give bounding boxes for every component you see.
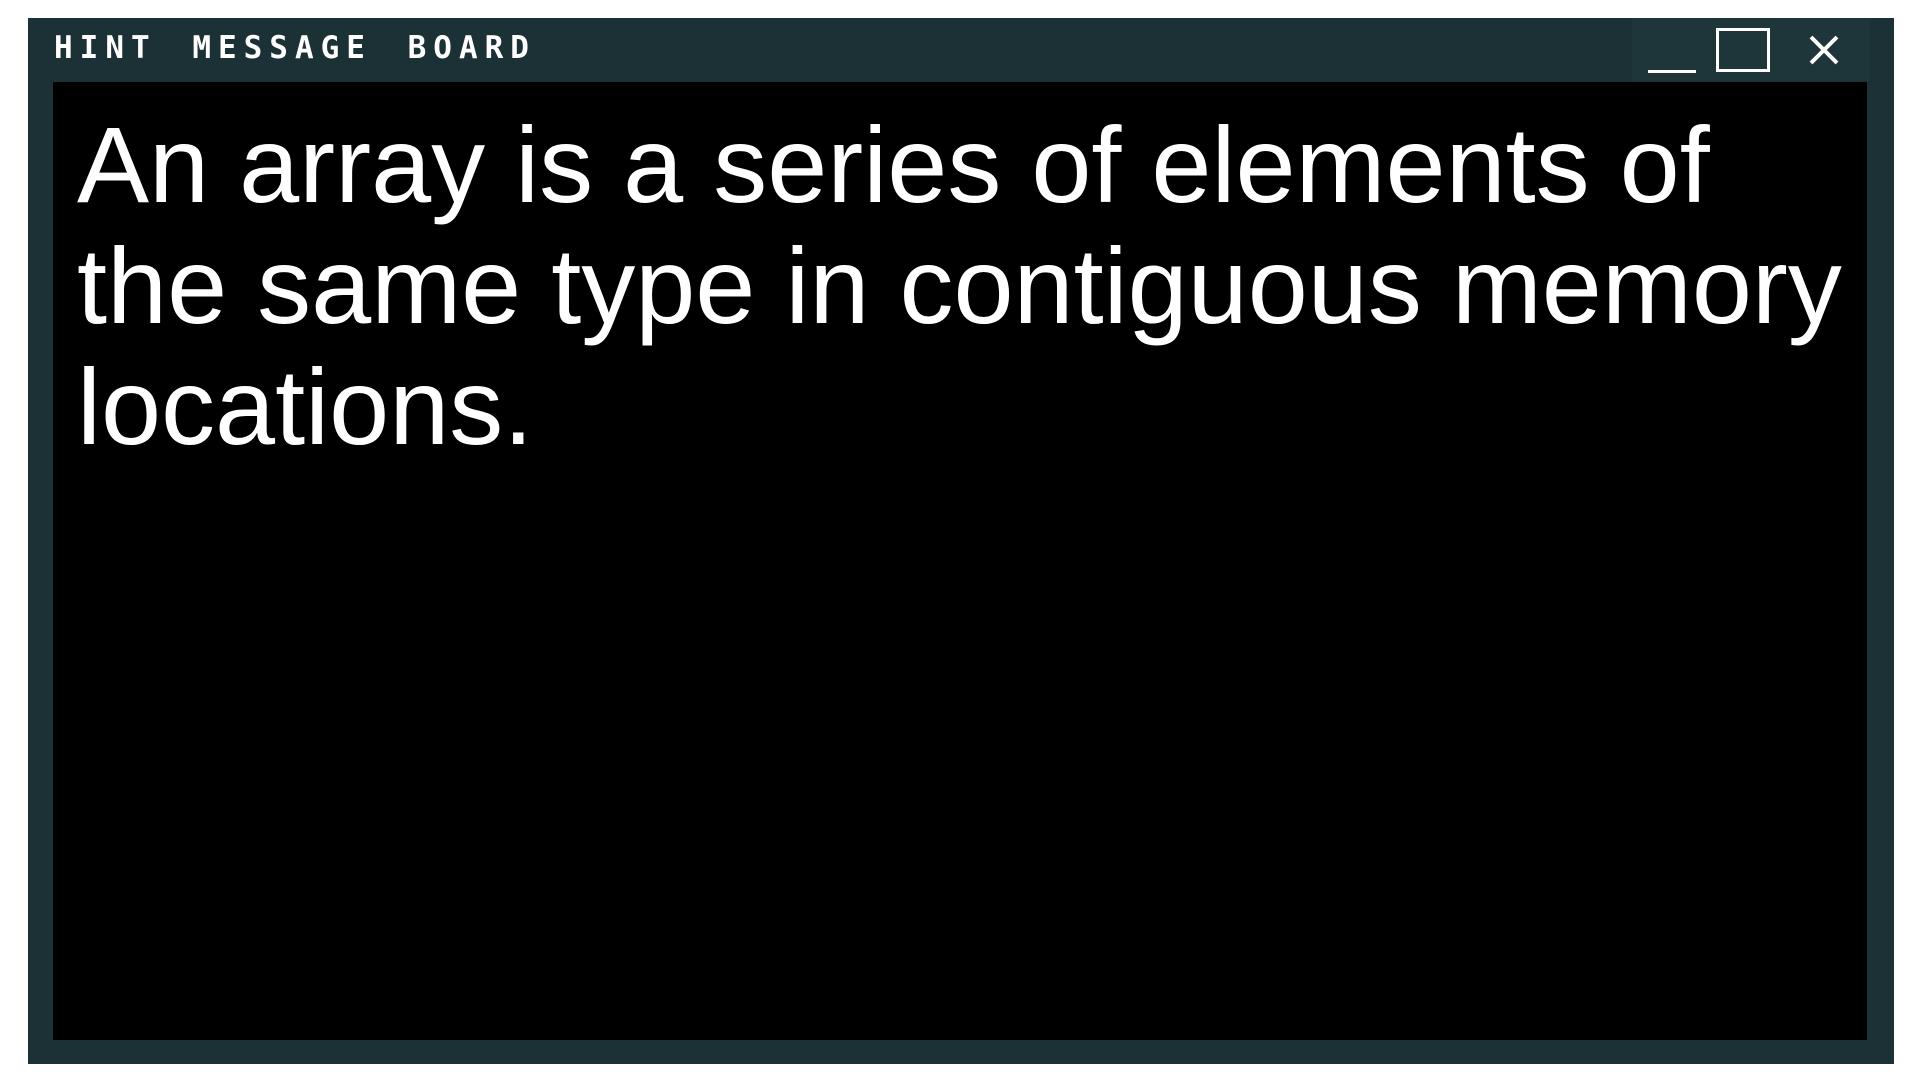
close-icon — [1809, 35, 1839, 65]
minimize-icon — [1648, 70, 1696, 73]
maximize-button[interactable] — [1716, 24, 1786, 76]
window-controls — [1632, 18, 1870, 81]
hint-message: An array is a series of elements of the … — [77, 104, 1842, 467]
title-bar[interactable]: Hint Message Board — [28, 18, 1894, 81]
message-board-content: An array is a series of elements of the … — [53, 82, 1867, 1040]
window-title: Hint Message Board — [54, 30, 536, 66]
minimize-button[interactable] — [1632, 24, 1702, 76]
hint-message-window: Hint Message Board An array is a series … — [28, 18, 1894, 1064]
close-button[interactable] — [1798, 24, 1868, 76]
maximize-icon — [1716, 28, 1770, 72]
